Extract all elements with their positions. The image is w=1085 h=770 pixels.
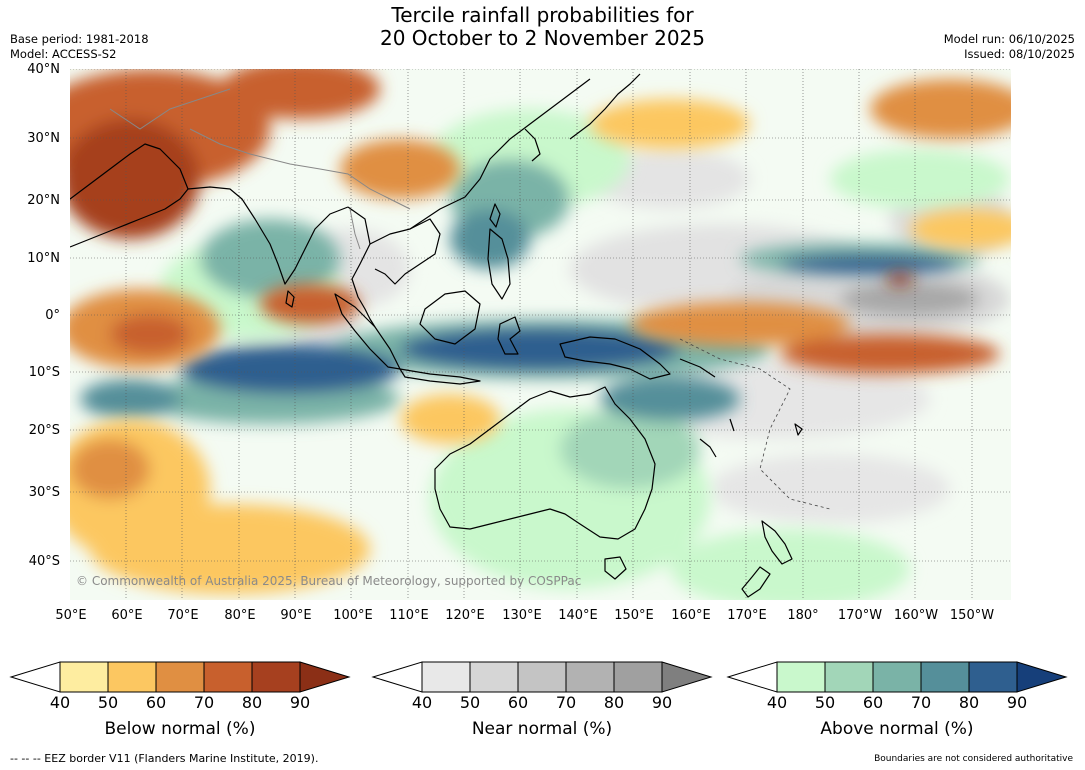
lon-label: 60°E	[111, 608, 143, 623]
model-name: Model: ACCESS-S2	[10, 47, 117, 61]
colorbar-swatch	[517, 661, 567, 693]
colorbar-swatch	[776, 661, 826, 693]
lat-label: 10°N	[27, 251, 60, 266]
colorbar-tick: 40	[49, 693, 71, 712]
colorbar-swatch	[872, 661, 922, 693]
lon-label: 120°E	[445, 608, 485, 623]
lon-label: 180°	[787, 608, 819, 623]
meta-right: Model run: 06/10/2025 Issued: 08/10/2025	[944, 32, 1075, 62]
country-borders	[109, 88, 411, 250]
lat-label: 10°S	[28, 365, 60, 380]
title-line-2: 20 October to 2 November 2025	[379, 26, 706, 50]
colorbar-tick: 90	[1006, 693, 1028, 712]
map-graphic	[70, 69, 1011, 600]
colorbar-swatch	[1016, 661, 1068, 693]
colorbar-swatch	[251, 661, 301, 693]
lon-label: 100°E	[333, 608, 373, 623]
colorbar-swatch	[107, 661, 157, 693]
colorbar-swatch	[59, 661, 109, 693]
colorbar-tick: 50	[97, 693, 119, 712]
forecast-map	[70, 69, 1011, 600]
colorbar-tick: 40	[766, 693, 788, 712]
lon-label: 50°E	[55, 608, 87, 623]
colorbar-label-below: Below normal (%)	[104, 719, 256, 739]
lat-label: 20°S	[28, 423, 60, 438]
colorbar-tick: 40	[411, 693, 433, 712]
lat-label: 0°	[45, 308, 60, 323]
colorbar-swatch	[9, 661, 61, 693]
colorbar-swatch	[299, 661, 351, 693]
lat-label: 40°N	[27, 62, 60, 77]
colorbar-tick: 90	[289, 693, 311, 712]
lon-label: 140°E	[558, 608, 598, 623]
lon-label: 160°W	[893, 608, 939, 623]
colorbar-label-near: Near normal (%)	[471, 719, 613, 739]
colorbar-tick: 80	[241, 693, 263, 712]
colorbar-tick: 60	[507, 693, 529, 712]
base-period: Base period: 1981-2018	[10, 32, 149, 46]
lon-label: 110°E	[389, 608, 429, 623]
copyright-notice: © Commonwealth of Australia 2025, Bureau…	[76, 574, 582, 588]
eez-border	[679, 338, 831, 510]
lat-label: 40°S	[28, 554, 60, 569]
lon-label: 150°W	[949, 608, 995, 623]
lat-label: 30°N	[27, 131, 60, 146]
lon-label: 90°E	[280, 608, 312, 623]
colorbar-swatch	[469, 661, 519, 693]
colorbar-tick: 60	[145, 693, 167, 712]
colorbar-tick: 80	[958, 693, 980, 712]
colorbar-tick: 60	[862, 693, 884, 712]
model-run-date: Model run: 06/10/2025	[943, 32, 1075, 46]
coastlines	[70, 73, 803, 598]
colorbar-tick: 70	[910, 693, 932, 712]
colorbar-swatch	[661, 661, 713, 693]
colorbar-tick: 80	[603, 693, 625, 712]
colorbar-above-normal	[726, 661, 1068, 693]
colorbar-swatch	[613, 661, 663, 693]
boundary-disclaimer: Boundaries are not considered authoritat…	[874, 754, 1073, 764]
lat-label: 20°N	[27, 193, 60, 208]
colorbar-tick: 50	[459, 693, 481, 712]
below-normal-regions	[70, 69, 1011, 594]
colorbar-tick: 50	[814, 693, 836, 712]
colorbar-swatch	[421, 661, 471, 693]
map-gridlines	[70, 69, 1011, 600]
meta-left: Base period: 1981-2018 Model: ACCESS-S2	[10, 32, 149, 62]
lon-label: 150°E	[614, 608, 654, 623]
colorbar-swatch	[920, 661, 970, 693]
colorbar-swatch	[726, 661, 778, 693]
lon-label: 80°E	[224, 608, 256, 623]
colorbar-swatch	[824, 661, 874, 693]
colorbar-swatch	[968, 661, 1018, 693]
lon-label: 160°E	[671, 608, 711, 623]
colorbar-label-above: Above normal (%)	[820, 719, 974, 739]
colorbar-swatch	[155, 661, 205, 693]
map-title: Tercile rainfall probabilities for 20 Oc…	[0, 4, 1085, 50]
lon-label: 130°E	[502, 608, 542, 623]
title-line-1: Tercile rainfall probabilities for	[391, 3, 694, 27]
colorbar-swatch	[203, 661, 253, 693]
colorbar-near-normal	[371, 661, 713, 693]
issued-date: Issued: 08/10/2025	[964, 47, 1075, 61]
colorbar-tick: 70	[193, 693, 215, 712]
colorbar-swatch	[371, 661, 423, 693]
colorbar-tick: 70	[555, 693, 577, 712]
colorbar-below-normal	[9, 661, 351, 693]
lat-label: 30°S	[28, 485, 60, 500]
lon-label: 70°E	[167, 608, 199, 623]
eez-border-note: -- -- -- EEZ border V11 (Flanders Marine…	[10, 752, 319, 765]
colorbar-swatch	[565, 661, 615, 693]
lon-label: 170°W	[837, 608, 883, 623]
lon-label: 170°E	[727, 608, 767, 623]
colorbar-tick: 90	[651, 693, 673, 712]
